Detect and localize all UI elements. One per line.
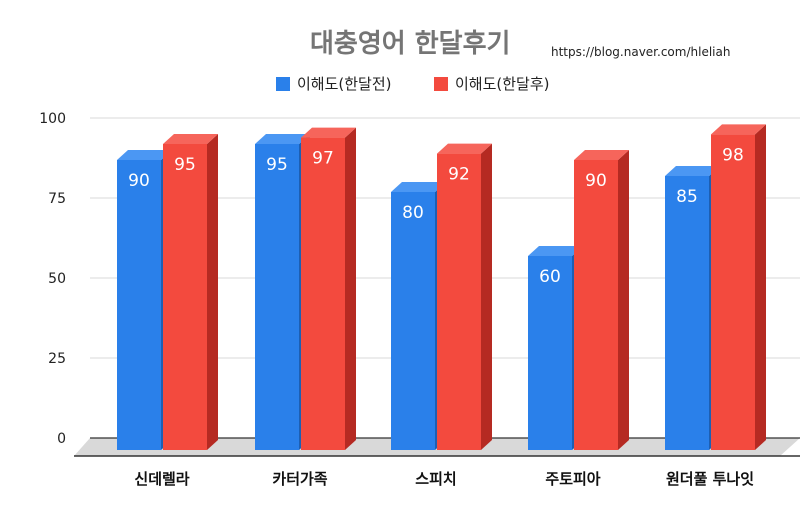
x-category-label: 신데렐라 bbox=[134, 470, 189, 488]
bar-front bbox=[255, 144, 299, 450]
bar-top bbox=[574, 150, 629, 160]
x-category-label: 원더풀 투나잇 bbox=[666, 470, 754, 488]
legend-label-series-2: 이해도(한달후) bbox=[455, 75, 550, 93]
legend-label-series-1: 이해도(한달전) bbox=[297, 75, 392, 93]
y-tick-label: 25 bbox=[48, 351, 66, 367]
bar-2: 90 bbox=[574, 150, 629, 450]
bar-data-label: 95 bbox=[266, 155, 288, 175]
x-axis-categories: 신데렐라 카터가족 스피치 주토피아 원더풀 투나잇 bbox=[134, 470, 754, 488]
bar-top bbox=[528, 246, 583, 256]
y-tick-label: 75 bbox=[48, 191, 66, 207]
bar-front bbox=[163, 144, 207, 450]
bars: 90 95 95 97 80 92 60 90 85 98 bbox=[117, 124, 766, 451]
x-category-label: 스피치 bbox=[415, 470, 456, 488]
bar-data-label: 80 bbox=[402, 203, 424, 223]
bar-front bbox=[711, 134, 755, 450]
y-tick-label: 100 bbox=[39, 111, 66, 127]
bar-2: 95 bbox=[163, 134, 218, 450]
bar-top bbox=[437, 143, 492, 154]
x-category-label: 주토피아 bbox=[545, 470, 600, 488]
bar-data-label: 92 bbox=[448, 165, 470, 185]
bar-data-label: 90 bbox=[585, 171, 607, 191]
bar-side bbox=[207, 134, 218, 450]
x-category-label: 카터가족 bbox=[272, 470, 327, 488]
bar-front bbox=[437, 153, 481, 450]
bar-2: 98 bbox=[711, 124, 766, 451]
bar-front bbox=[301, 137, 345, 450]
bar-side bbox=[755, 124, 766, 451]
bar-data-label: 98 bbox=[722, 145, 744, 165]
bar-side bbox=[345, 127, 356, 450]
bar-data-label: 97 bbox=[312, 149, 334, 169]
bar-top bbox=[391, 182, 446, 192]
bar-top bbox=[301, 127, 356, 138]
bar-front bbox=[665, 176, 709, 450]
y-axis-ticks: 0 25 50 75 100 bbox=[39, 111, 66, 447]
bar-front bbox=[574, 160, 618, 450]
bar-front bbox=[391, 192, 435, 450]
bar-front bbox=[528, 256, 572, 450]
bar-top bbox=[255, 134, 310, 144]
bar-data-label: 95 bbox=[174, 155, 196, 175]
bar-1: 80 bbox=[391, 182, 446, 450]
bar-front bbox=[117, 160, 161, 450]
bar-2: 97 bbox=[301, 127, 356, 450]
legend: 이해도(한달전) 이해도(한달후) bbox=[276, 75, 550, 93]
bar-data-label: 60 bbox=[539, 267, 561, 287]
bar-2: 92 bbox=[437, 143, 492, 450]
bar-top bbox=[163, 134, 218, 144]
y-tick-label: 0 bbox=[57, 431, 66, 447]
bar-side bbox=[618, 150, 629, 450]
y-tick-label: 50 bbox=[48, 271, 66, 287]
bar-data-label: 85 bbox=[676, 187, 698, 207]
bar-top bbox=[117, 150, 172, 160]
chart-title: 대충영어 한달후기 bbox=[310, 29, 510, 59]
bar-data-label: 90 bbox=[128, 171, 150, 191]
legend-swatch-series-2 bbox=[434, 77, 448, 91]
legend-swatch-series-1 bbox=[276, 77, 290, 91]
bar-top bbox=[665, 166, 720, 176]
watermark-url: https://blog.naver.com/hleliah bbox=[551, 45, 730, 59]
bar-top bbox=[711, 124, 766, 135]
bar-side bbox=[481, 143, 492, 450]
